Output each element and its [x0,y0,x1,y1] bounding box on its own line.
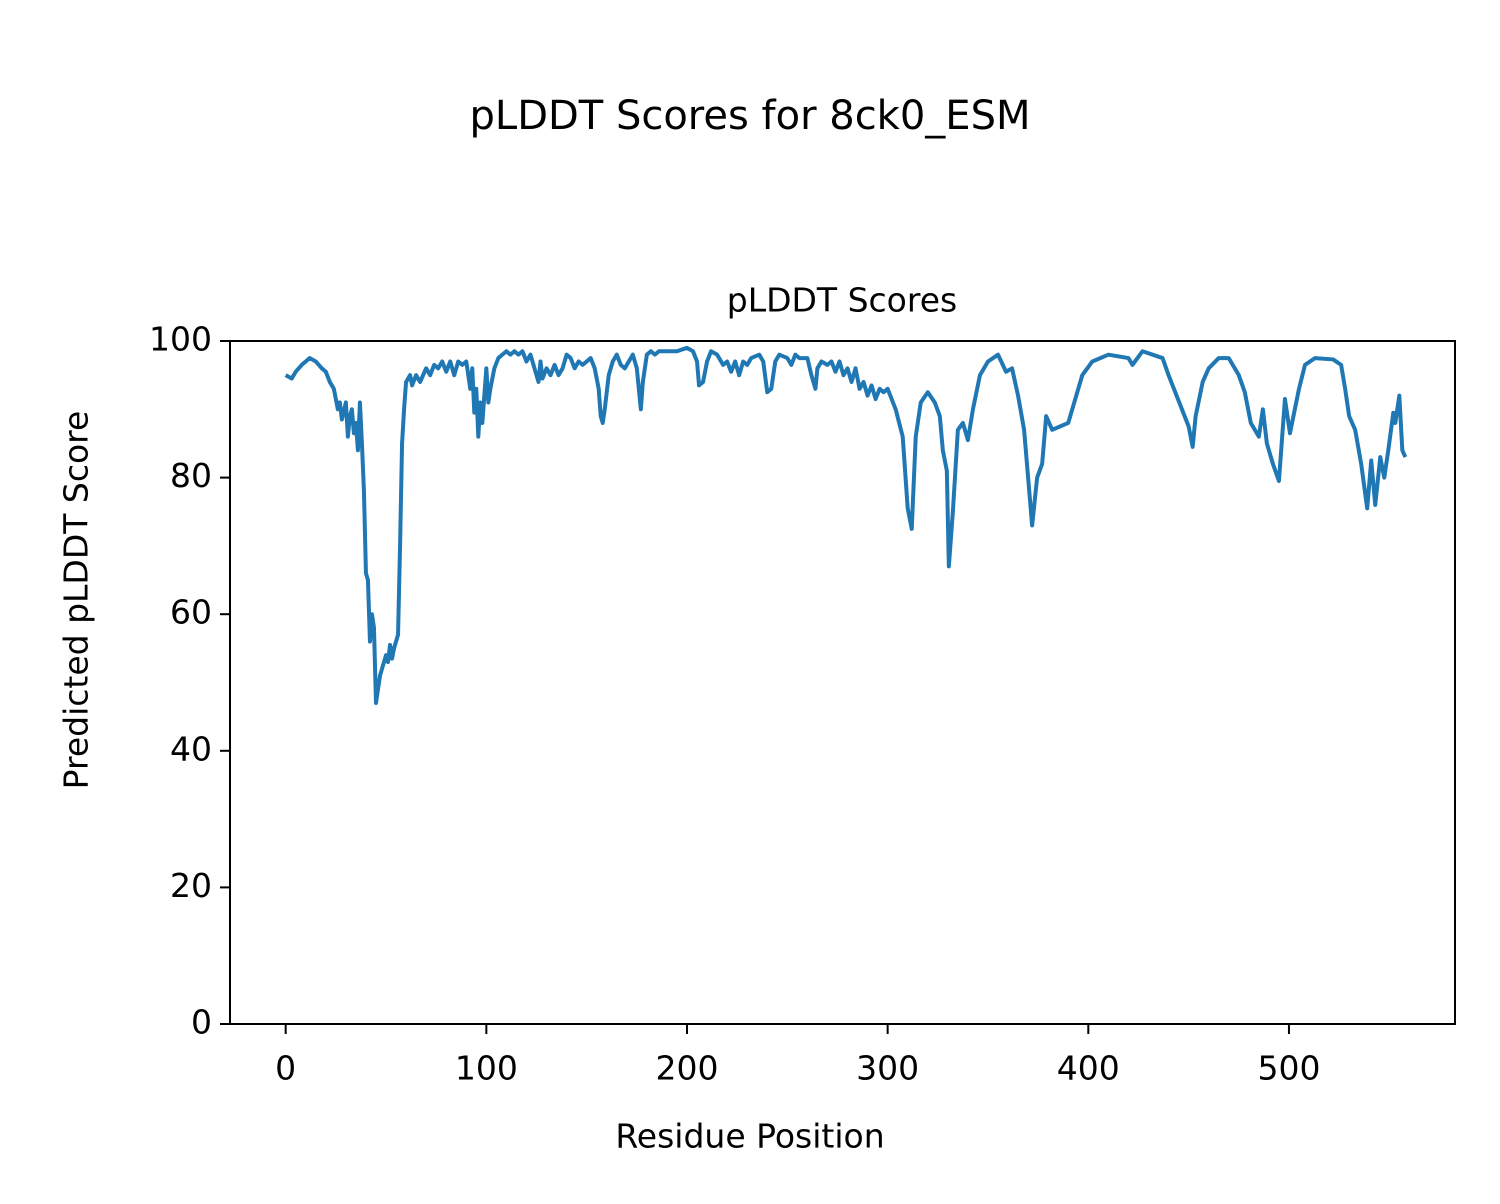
y-tick-label: 20 [170,866,212,905]
y-tick-label: 0 [191,1003,212,1042]
figure-title: pLDDT Scores for 8ck0_ESM [470,93,1031,139]
axes-title: pLDDT Scores [727,281,957,320]
x-axis-label: Residue Position [615,1117,884,1156]
y-tick-label: 80 [170,456,212,495]
x-tick-label: 300 [856,1049,919,1088]
x-tick-label: 0 [275,1049,296,1088]
y-axis-label: Predicted pLDDT Score [57,411,96,790]
y-tick-label: 60 [170,593,212,632]
x-tick-label: 500 [1257,1049,1320,1088]
x-tick-label: 100 [455,1049,518,1088]
y-tick-label: 40 [170,729,212,768]
x-tick-label: 400 [1057,1049,1120,1088]
x-tick-label: 200 [655,1049,718,1088]
data-line [284,345,1408,705]
plot-frame [229,340,1456,1025]
y-tick-label: 100 [149,320,212,359]
